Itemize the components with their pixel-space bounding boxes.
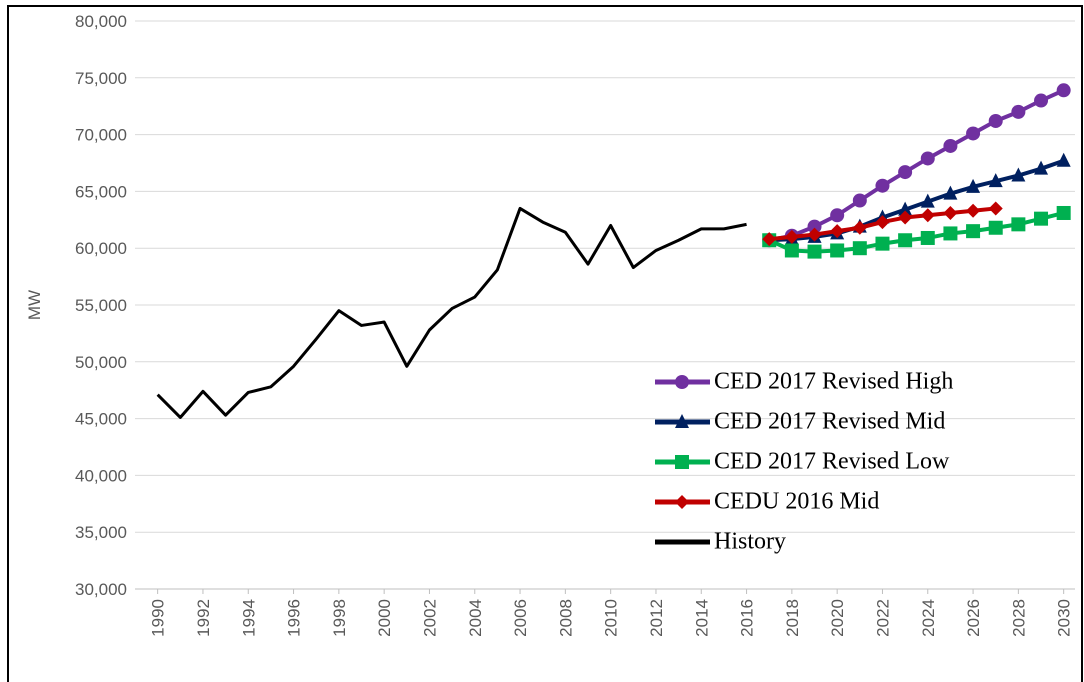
x-tick-label: 2030 bbox=[1055, 599, 1074, 637]
x-tick-label: 2028 bbox=[1009, 599, 1028, 637]
marker bbox=[898, 233, 913, 248]
x-tick-label: 2004 bbox=[466, 599, 485, 637]
marker bbox=[852, 220, 867, 235]
y-tick-label: 75,000 bbox=[75, 69, 127, 88]
marker bbox=[675, 455, 689, 469]
marker bbox=[1034, 211, 1049, 226]
y-tick-label: 35,000 bbox=[75, 523, 127, 542]
y-axis-label: MW bbox=[25, 290, 44, 320]
legend-label: CED 2017 Revised High bbox=[714, 369, 953, 395]
marker bbox=[1034, 93, 1049, 108]
marker bbox=[1011, 104, 1026, 119]
x-tick-label: 2020 bbox=[828, 599, 847, 637]
x-tick-label: 2006 bbox=[511, 599, 530, 637]
x-tick-label: 1992 bbox=[194, 599, 213, 637]
marker bbox=[920, 193, 935, 208]
marker bbox=[875, 215, 890, 230]
marker bbox=[675, 414, 689, 428]
marker bbox=[1056, 83, 1071, 98]
y-tick-label: 70,000 bbox=[75, 126, 127, 145]
y-tick-label: 45,000 bbox=[75, 410, 127, 429]
marker bbox=[762, 232, 777, 247]
x-tick-label: 2024 bbox=[919, 599, 938, 637]
x-tick-label: 2008 bbox=[556, 599, 575, 637]
marker bbox=[830, 243, 845, 258]
marker bbox=[675, 375, 689, 389]
x-tick-label: 2026 bbox=[964, 599, 983, 637]
x-tick-label: 1990 bbox=[149, 599, 168, 637]
y-tick-label: 50,000 bbox=[75, 353, 127, 372]
marker bbox=[898, 201, 913, 216]
marker bbox=[784, 243, 799, 258]
marker bbox=[830, 224, 845, 239]
x-tick-label: 2012 bbox=[647, 599, 666, 637]
marker bbox=[784, 229, 799, 244]
x-tick-label: 2018 bbox=[783, 599, 802, 637]
marker bbox=[875, 236, 890, 251]
marker bbox=[1034, 160, 1049, 175]
x-tick-label: 1994 bbox=[239, 599, 258, 637]
marker bbox=[852, 241, 867, 256]
marker bbox=[898, 210, 913, 225]
marker bbox=[966, 178, 981, 193]
marker bbox=[943, 185, 958, 200]
marker bbox=[675, 495, 689, 509]
marker bbox=[1056, 152, 1071, 167]
legend-label: CEDU 2016 Mid bbox=[714, 489, 879, 515]
frame bbox=[7, 5, 1083, 682]
marker bbox=[988, 113, 1003, 128]
marker bbox=[1056, 205, 1071, 220]
x-tick-label: 2016 bbox=[738, 599, 757, 637]
x-tick-label: 2022 bbox=[873, 599, 892, 637]
x-tick-label: 2010 bbox=[602, 599, 621, 637]
legend-label: History bbox=[714, 529, 786, 555]
x-tick-label: 2002 bbox=[420, 599, 439, 637]
marker bbox=[920, 230, 935, 245]
y-tick-label: 65,000 bbox=[75, 182, 127, 201]
marker bbox=[875, 178, 890, 193]
marker bbox=[920, 151, 935, 166]
y-tick-label: 80,000 bbox=[75, 12, 127, 31]
marker bbox=[807, 244, 822, 259]
legend-label: CED 2017 Revised Low bbox=[714, 449, 950, 475]
marker bbox=[898, 165, 913, 180]
y-tick-label: 40,000 bbox=[75, 466, 127, 485]
marker bbox=[943, 138, 958, 153]
series-line bbox=[156, 206, 747, 419]
x-tick-label: 2000 bbox=[375, 599, 394, 637]
marker bbox=[807, 219, 822, 234]
marker bbox=[943, 205, 958, 220]
marker bbox=[1011, 167, 1026, 182]
x-tick-label: 2014 bbox=[692, 599, 711, 637]
marker bbox=[966, 126, 981, 141]
legend-label: CED 2017 Revised Mid bbox=[714, 409, 945, 435]
marker bbox=[830, 208, 845, 223]
marker bbox=[920, 208, 935, 223]
marker bbox=[852, 193, 867, 208]
marker bbox=[943, 226, 958, 241]
marker bbox=[807, 227, 822, 242]
y-tick-label: 60,000 bbox=[75, 239, 127, 258]
marker bbox=[966, 224, 981, 239]
x-tick-label: 1998 bbox=[330, 599, 349, 637]
marker bbox=[988, 220, 1003, 235]
marker bbox=[1011, 217, 1026, 232]
x-tick-label: 1996 bbox=[285, 599, 304, 637]
marker bbox=[988, 173, 1003, 188]
marker bbox=[966, 203, 981, 218]
marker bbox=[988, 201, 1003, 216]
y-tick-label: 55,000 bbox=[75, 296, 127, 315]
y-tick-label: 30,000 bbox=[75, 580, 127, 599]
